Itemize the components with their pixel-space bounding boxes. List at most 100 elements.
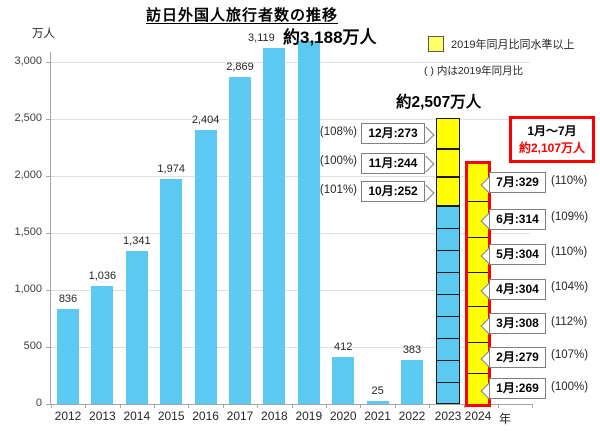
callout-percent: (104%)	[551, 281, 589, 294]
bar-2023-segment-10月	[436, 177, 460, 206]
x-axis-tick	[188, 404, 190, 408]
callout-box: 10月:252	[361, 181, 425, 202]
callout-box: 6月:314	[489, 208, 546, 230]
x-axis-year-label: 2012	[54, 409, 82, 423]
bar-value-label: 2,869	[226, 60, 254, 73]
bar-2015	[160, 178, 183, 404]
bar-value-label: 1,341	[123, 235, 151, 248]
gridline	[50, 119, 530, 120]
x-axis-tick	[532, 404, 534, 408]
legend-label: 2019年同月比同水準以上	[451, 39, 575, 51]
bar-value-label: 1,974	[157, 162, 185, 175]
bar-value-label: 1,036	[88, 269, 117, 282]
x-axis-year-label: 2013	[89, 409, 116, 423]
callout-percent: (107%)	[551, 349, 589, 362]
bar-2021	[366, 401, 389, 404]
gridline	[50, 347, 530, 348]
callout-box: 11月:244	[361, 152, 425, 174]
gridline	[50, 290, 530, 291]
callout-box: 12月:273	[361, 123, 425, 145]
x-axis-year-label: 2021	[364, 409, 391, 423]
bar-2023-prior-months	[436, 205, 460, 404]
bar-value-label: 412	[334, 341, 353, 354]
x-axis-year-label: 2014	[123, 409, 151, 423]
x-axis-tick	[360, 404, 362, 408]
callout-percent: (112%)	[551, 315, 588, 328]
annotation-2024-range: 1月〜7月	[527, 124, 577, 138]
x-axis-tick	[222, 404, 224, 408]
y-axis-tick-label: 1,500	[14, 226, 42, 238]
callout-percent: (109%)	[551, 211, 589, 224]
callout-box: 5月:304	[489, 243, 546, 265]
bar-2024-segment-divider	[468, 271, 488, 273]
bar-2023-segment-11月	[436, 149, 460, 178]
y-axis-tick-label: 2,000	[14, 169, 42, 181]
bar-2023-segment-divider	[437, 249, 459, 251]
callout-percent: (101%)	[319, 183, 357, 196]
bar-value-label: 3,119	[248, 32, 275, 45]
callout-percent: (100%)	[319, 155, 357, 168]
callout-box: 3月:308	[489, 313, 546, 335]
chart-title: 訪日外国人旅行者数の推移	[146, 7, 339, 24]
bar-2014	[125, 251, 148, 404]
annotation-2024-box: 1月〜7月 約2,107万人	[509, 116, 595, 163]
y-axis-tick-label: 2,500	[14, 112, 42, 124]
x-axis-tick	[119, 404, 121, 408]
x-axis-tick	[326, 404, 327, 408]
callout-percent: (110%)	[551, 246, 588, 259]
gridline	[50, 176, 530, 177]
x-axis-tick	[429, 404, 431, 408]
bar-2016	[194, 129, 217, 404]
x-axis-tick	[463, 404, 465, 408]
x-axis-year-label: 2020	[329, 409, 357, 423]
bar-2023-segment-divider	[437, 293, 459, 295]
y-axis-tick-label: 500	[23, 340, 42, 352]
bar-2022	[401, 360, 423, 404]
gridline	[50, 62, 530, 63]
x-axis-tick	[154, 404, 155, 408]
y-axis-tick-label: 0	[35, 397, 42, 409]
x-axis-tick	[498, 404, 499, 408]
legend-yellow-swatch	[428, 36, 444, 52]
bar-2019	[297, 40, 320, 404]
legend: 2019年同月比同水準以上	[428, 36, 574, 52]
bar-2023-segment-divider	[437, 271, 459, 273]
bar-2023-segment-divider	[437, 227, 459, 229]
callout-box: 4月:304	[489, 278, 546, 300]
bar-value-label: 25	[371, 385, 384, 398]
x-axis-tick	[394, 404, 396, 408]
bar-2024-segment-divider	[468, 373, 488, 375]
bar-2023-segment-divider	[437, 359, 459, 361]
x-axis-tick	[257, 404, 259, 408]
callout-percent: (110%)	[551, 174, 588, 187]
y-axis-tick	[46, 119, 50, 120]
bar-value-label: 836	[58, 292, 78, 305]
bar-2024-segment-divider	[468, 341, 488, 343]
callout-box: 2月:279	[489, 346, 546, 368]
bar-2018	[263, 48, 286, 404]
x-axis-tick	[85, 404, 87, 408]
y-axis-tick	[46, 62, 50, 63]
bar-2024-segment-divider	[468, 306, 488, 308]
bar-2023-segment-divider	[437, 381, 459, 383]
bar-value-label: 383	[402, 344, 422, 357]
bar-2013	[91, 285, 114, 404]
bar-2024-segment-divider	[468, 237, 488, 239]
callout-percent: (108%)	[319, 125, 357, 138]
bar-2020	[332, 357, 355, 404]
annotation-2019-total: 約3,188万人	[283, 28, 377, 47]
y-axis-line	[50, 52, 51, 404]
annotation-2024-total: 約2,107万人	[518, 141, 586, 155]
y-axis-tick	[46, 176, 50, 177]
y-axis-tick	[46, 233, 50, 234]
x-axis-tick	[50, 404, 52, 408]
x-axis-year-label: 2024	[464, 409, 492, 423]
bar-value-label: 2,404	[191, 113, 220, 126]
x-axis-year-label: 2022	[398, 409, 426, 423]
x-axis-year-label: 2015	[157, 409, 185, 423]
x-axis-year-label: 2018	[261, 409, 288, 423]
x-axis-line	[46, 404, 533, 405]
y-axis-unit-label: 万人	[32, 28, 55, 40]
